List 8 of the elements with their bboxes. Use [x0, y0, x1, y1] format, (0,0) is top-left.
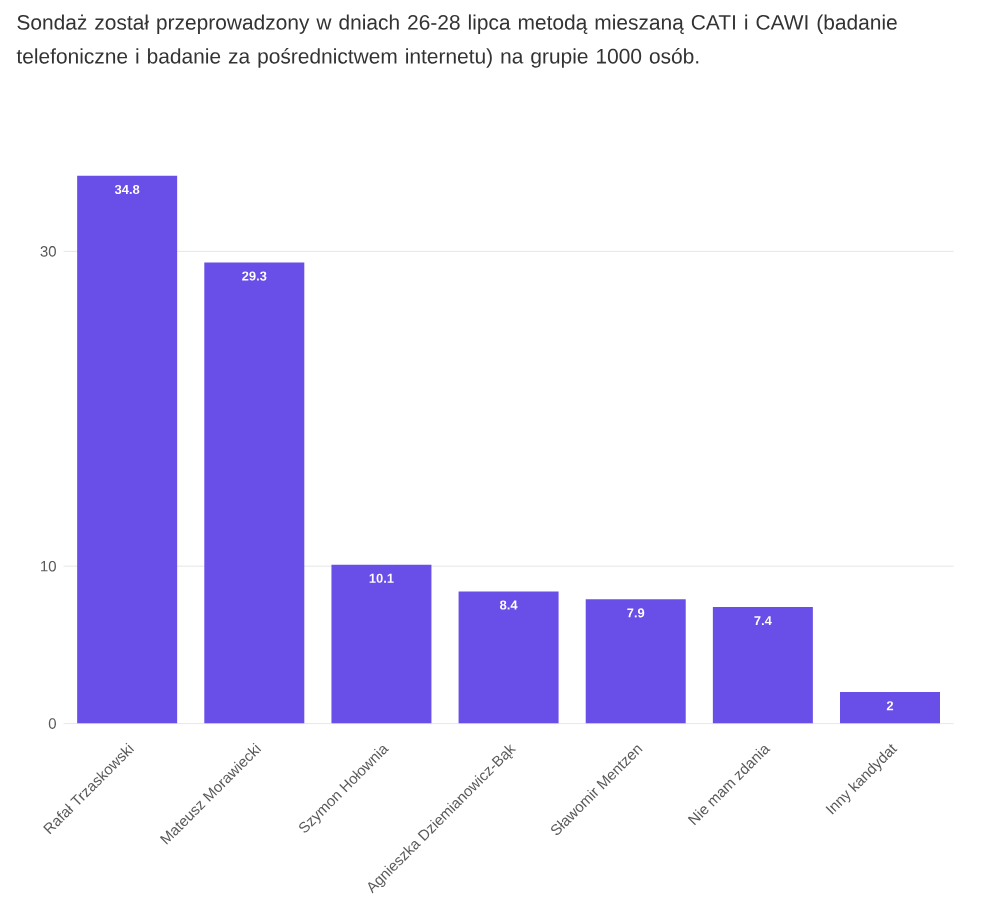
bar [331, 565, 432, 725]
bar [458, 591, 559, 725]
chart-title: Sondaż został przeprowadzony w dniach 26-28 lipca metodą mieszaną CATI i CAWI (badanie telefoniczne i badanie za pośrednictwem internetu) na grupie 1000 osób. [16, 14, 897, 69]
bar [712, 607, 813, 725]
bar [585, 599, 686, 725]
bar [77, 176, 178, 725]
bar [204, 262, 305, 725]
bar [840, 692, 940, 725]
